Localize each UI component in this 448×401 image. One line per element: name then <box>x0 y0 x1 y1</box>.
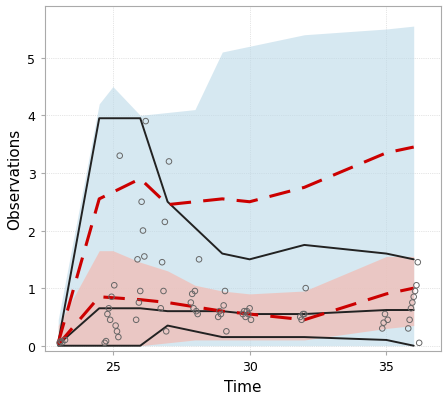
Point <box>221 288 228 294</box>
Point <box>187 300 194 306</box>
Point <box>113 328 121 335</box>
Point <box>193 308 200 315</box>
Point <box>135 300 142 306</box>
Point <box>105 305 112 312</box>
X-axis label: Time: Time <box>224 379 262 394</box>
Point <box>139 228 146 234</box>
Point <box>413 282 420 289</box>
Point <box>165 159 172 165</box>
Point <box>108 294 115 300</box>
Point <box>216 308 223 315</box>
Point <box>111 282 118 289</box>
Point <box>56 340 63 346</box>
Point <box>161 219 168 225</box>
Point <box>247 317 254 323</box>
Point <box>409 300 416 306</box>
Point <box>246 305 253 312</box>
Point <box>61 337 69 343</box>
Point <box>112 322 119 329</box>
Point <box>160 288 167 294</box>
Point <box>220 302 227 309</box>
Point <box>195 257 202 263</box>
Point <box>242 314 249 320</box>
Point <box>101 340 108 346</box>
Point <box>141 253 148 260</box>
Point <box>116 153 123 160</box>
Point <box>405 325 412 332</box>
Point <box>379 325 386 332</box>
Point <box>115 334 122 340</box>
Point <box>163 328 170 335</box>
Point <box>134 257 141 263</box>
Point <box>189 291 196 298</box>
Point <box>142 119 149 125</box>
Point <box>412 288 419 294</box>
Point <box>299 311 306 318</box>
Point <box>241 308 248 315</box>
Point <box>133 317 140 323</box>
Point <box>245 311 252 318</box>
Point <box>301 311 308 318</box>
Point <box>414 259 422 266</box>
Point <box>410 294 417 300</box>
Point <box>416 340 423 346</box>
Point <box>297 314 304 320</box>
Point <box>59 339 66 346</box>
Y-axis label: Observations: Observations <box>7 129 22 230</box>
Point <box>384 317 391 323</box>
Point <box>407 305 414 312</box>
Point <box>381 311 388 318</box>
Point <box>107 317 114 323</box>
Point <box>191 288 198 294</box>
Point <box>194 311 201 318</box>
Point <box>380 320 387 326</box>
Point <box>137 288 144 294</box>
Point <box>302 285 309 292</box>
Point <box>215 314 222 320</box>
Point <box>190 305 197 312</box>
Point <box>406 317 413 323</box>
Point <box>298 317 305 323</box>
Point <box>217 311 224 318</box>
Point <box>104 311 111 318</box>
Point <box>138 199 145 205</box>
Point <box>243 308 250 315</box>
Point <box>103 338 110 344</box>
Point <box>223 328 230 335</box>
Point <box>157 305 164 312</box>
Point <box>159 259 166 266</box>
Point <box>57 338 65 344</box>
Point <box>239 311 246 318</box>
